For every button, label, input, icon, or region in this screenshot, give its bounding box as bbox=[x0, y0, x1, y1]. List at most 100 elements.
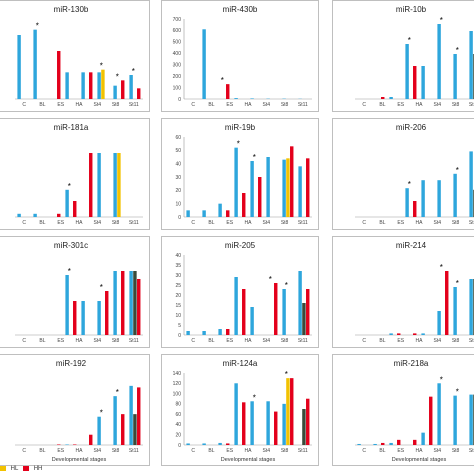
x-tick-label: BL bbox=[208, 102, 214, 108]
panel-title: miR-214 bbox=[396, 241, 427, 250]
x-tick-label: St8 bbox=[112, 220, 120, 226]
panel-mir-181a: miR-181a * C BL ES HA St4 St8 St11 bbox=[0, 118, 150, 230]
bar-ha-s0 bbox=[234, 277, 238, 335]
bar-st11-s2 bbox=[290, 378, 294, 445]
panel-mir-124a: miR-124a 0 20 40 60 80 100 120 140 * * C BL ES HA St4 St… bbox=[161, 354, 319, 466]
x-tick-label: St11 bbox=[469, 338, 474, 344]
x-tick-label: ES bbox=[226, 448, 233, 454]
x-tick-label: HA bbox=[245, 220, 253, 226]
x-tick-label: St8 bbox=[281, 338, 289, 344]
x-tick-label: BL bbox=[379, 102, 385, 108]
panel-title: miR-301c bbox=[54, 241, 88, 250]
bar-st8-s0 bbox=[266, 157, 270, 217]
bar-st11-s0 bbox=[113, 396, 117, 445]
significance-star: * bbox=[68, 182, 71, 191]
y-tick-label: 5 bbox=[178, 323, 181, 329]
panel-title: miR-205 bbox=[225, 241, 256, 250]
x-tick-label: ES bbox=[397, 220, 404, 226]
x-tick-label: HA bbox=[76, 338, 84, 344]
bar-bl-s0 bbox=[202, 29, 206, 100]
bar-ha-s2 bbox=[73, 201, 77, 217]
x-tick-label: HA bbox=[416, 220, 424, 226]
x-tick-label: ES bbox=[397, 102, 404, 108]
bar-ha-s2 bbox=[242, 289, 246, 335]
x-tick-label: HA bbox=[76, 102, 84, 108]
significance-star: * bbox=[440, 375, 443, 384]
panel-mir-19b: miR-19b 0 10 20 30 40 50 60 * * C BL ES HA St4 St8 St11 bbox=[161, 118, 319, 230]
bar-st11-s2 bbox=[121, 271, 125, 335]
bar-bl-s0 bbox=[33, 29, 37, 100]
bar-ha-s2 bbox=[242, 402, 246, 445]
bar-ha-s2 bbox=[73, 444, 77, 445]
x-tick-label: C bbox=[22, 220, 26, 226]
bar-es-s2 bbox=[226, 443, 230, 445]
x-tick-label: St4 bbox=[94, 448, 102, 454]
bar-es-s2 bbox=[397, 439, 401, 445]
x-tick-label: ES bbox=[226, 338, 233, 344]
bar-st11-s0 bbox=[129, 385, 133, 445]
bar-ha-s2 bbox=[242, 193, 246, 217]
significance-star: * bbox=[132, 67, 135, 76]
x-tick-label: St11 bbox=[298, 220, 308, 226]
bar-st8-s0 bbox=[437, 311, 441, 335]
bar-st4-s0 bbox=[250, 401, 254, 445]
bar-st11-s0 bbox=[282, 289, 286, 335]
bar-es-s2 bbox=[226, 210, 230, 217]
y-tick-label: 0 bbox=[178, 215, 181, 221]
panel-title: miR-181a bbox=[54, 123, 89, 132]
significance-star: * bbox=[285, 281, 288, 290]
panel-mir-206: miR-206 * * C BL ES HA St4 St8 St11 bbox=[332, 118, 474, 230]
y-tick-label: 60 bbox=[175, 135, 181, 141]
y-tick-label: 10 bbox=[175, 201, 181, 207]
x-tick-label: ES bbox=[226, 220, 233, 226]
x-tick-label: BL bbox=[208, 448, 214, 454]
panel-title: miR-10b bbox=[396, 5, 427, 14]
bar-st8-s0 bbox=[437, 180, 441, 217]
x-tick-label: HA bbox=[76, 220, 84, 226]
y-tick-label: 40 bbox=[175, 161, 181, 167]
significance-star: * bbox=[408, 180, 411, 189]
x-tick-label: St8 bbox=[452, 220, 460, 226]
bar-ha-s0 bbox=[405, 188, 409, 217]
panel-svg: miR-205 0 5 10 15 20 25 30 35 40 * * C BL ES HA St4 St8 St… bbox=[175, 241, 312, 344]
x-tick-label: St8 bbox=[112, 102, 120, 108]
bar-st4-s0 bbox=[250, 161, 254, 217]
y-tick-label: 500 bbox=[173, 40, 182, 46]
x-tick-label: ES bbox=[397, 448, 404, 454]
panel-svg: miR-181a * C BL ES HA St4 St8 St11 bbox=[15, 123, 143, 226]
x-tick-label: BL bbox=[39, 448, 45, 454]
x-tick-label: St4 bbox=[94, 220, 102, 226]
bar-st11-s2 bbox=[121, 414, 125, 445]
significance-star: * bbox=[100, 62, 103, 71]
significance-star: * bbox=[253, 393, 256, 402]
x-tick-label: St8 bbox=[281, 102, 289, 108]
bar-c-s0 bbox=[186, 331, 190, 335]
bar-ha-s0 bbox=[65, 189, 69, 217]
x-tick-label: BL bbox=[208, 338, 214, 344]
bar-bl-s2 bbox=[381, 442, 385, 445]
x-tick-label: HA bbox=[76, 448, 84, 454]
panel-title: miR-218a bbox=[394, 359, 429, 368]
y-tick-label: 20 bbox=[175, 293, 181, 299]
x-tick-label: St11 bbox=[129, 448, 139, 454]
x-tick-label: BL bbox=[379, 220, 385, 226]
bar-st11-s1 bbox=[302, 409, 306, 445]
panel-title: miR-206 bbox=[396, 123, 427, 132]
x-tick-label: ES bbox=[57, 448, 64, 454]
x-tick-label: St4 bbox=[263, 102, 271, 108]
x-tick-label: St11 bbox=[129, 102, 139, 108]
bar-st4-s2 bbox=[89, 153, 93, 217]
bar-es-s2 bbox=[226, 84, 230, 99]
y-tick-label: 20 bbox=[175, 188, 181, 194]
panel-svg: miR-430b 0 100 200 300 400 500 600 700 * C BL ES HA St… bbox=[173, 5, 312, 108]
x-tick-label: St11 bbox=[298, 102, 308, 108]
bar-bl-s2 bbox=[381, 97, 385, 99]
x-tick-label: BL bbox=[39, 338, 45, 344]
bar-es-s0 bbox=[218, 442, 222, 445]
y-tick-label: 30 bbox=[175, 175, 181, 181]
panel-mir-214: miR-214 * * C BL ES HA St4 St8 St11 bbox=[332, 236, 474, 348]
x-tick-label: St4 bbox=[94, 102, 102, 108]
bar-st4-s0 bbox=[421, 333, 425, 335]
bar-ha-s2 bbox=[73, 301, 77, 335]
bar-st11-s2 bbox=[306, 158, 310, 217]
